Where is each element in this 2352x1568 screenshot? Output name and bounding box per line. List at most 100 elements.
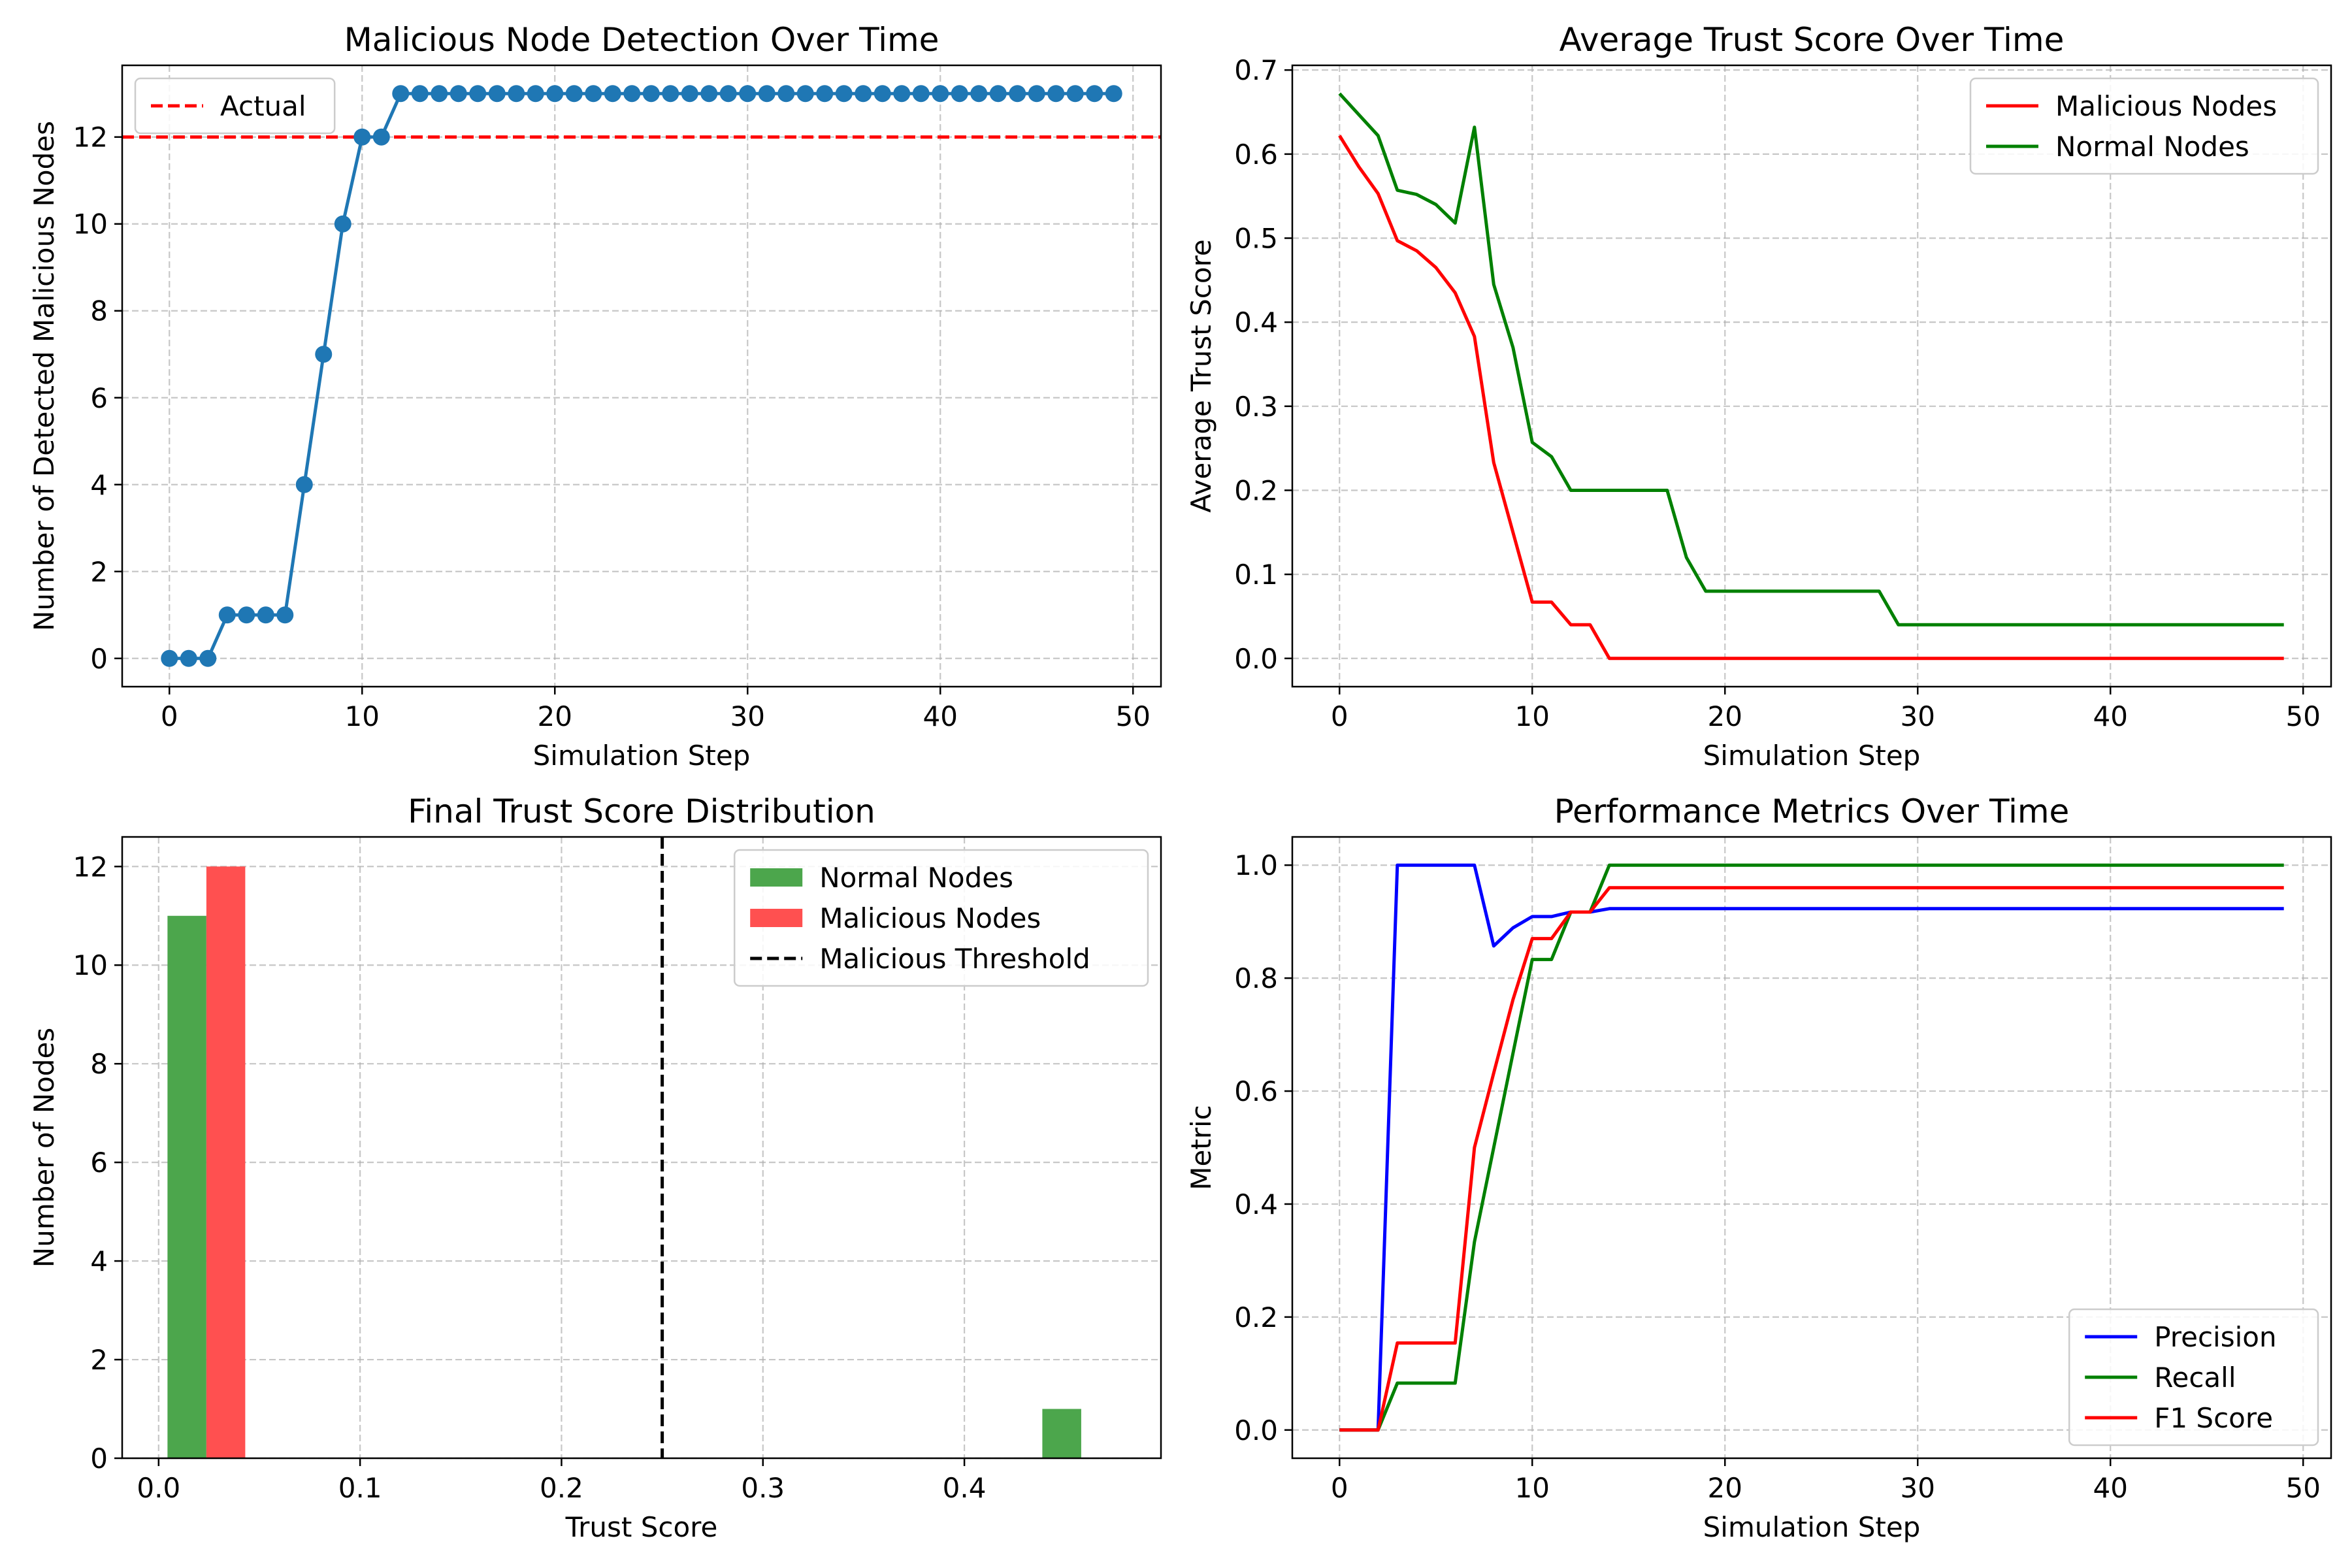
- legend-label: Recall: [2154, 1362, 2236, 1394]
- bar-normal-nodes: [1042, 1409, 1081, 1458]
- data-point: [796, 85, 814, 103]
- data-point: [199, 649, 217, 667]
- legend: Precision Recall F1 Score: [2068, 1308, 2319, 1446]
- chart-title: Final Trust Score Distribution: [408, 792, 875, 830]
- axes-frame: [1291, 836, 2332, 1460]
- data-point: [1028, 85, 1045, 103]
- y-axis-label: Average Trust Score: [1185, 239, 1217, 513]
- x-tick-label: 20: [1708, 1472, 1742, 1504]
- legend-box: [1969, 77, 2319, 175]
- data-point: [951, 85, 968, 103]
- x-tick-label: 0.0: [137, 1472, 180, 1504]
- data-point: [546, 85, 564, 103]
- legend-swatch: [750, 868, 803, 887]
- legend-label: Normal Nodes: [2055, 131, 2249, 163]
- y-tick-label: 0: [90, 1443, 108, 1475]
- data-point: [585, 85, 602, 103]
- data-point: [700, 85, 718, 103]
- x-tick-label: 20: [538, 700, 572, 732]
- y-tick-label: 0.3: [1234, 391, 1278, 423]
- data-point: [1009, 85, 1026, 103]
- y-tick-label: 0.6: [1234, 139, 1278, 171]
- legend-box: [733, 849, 1149, 987]
- data-point: [218, 606, 236, 624]
- x-tick-label: 50: [2285, 700, 2320, 732]
- y-axis-label: Number of Nodes: [28, 1028, 60, 1267]
- data-point: [276, 606, 294, 624]
- y-tick-label: 0.8: [1234, 962, 1278, 994]
- plot-area: [1338, 92, 2284, 661]
- data-point: [238, 606, 255, 624]
- data-point: [777, 85, 795, 103]
- y-tick-label: 2: [90, 1344, 108, 1376]
- axes-frame: [121, 836, 1162, 1460]
- x-tick-label: 40: [2093, 700, 2128, 732]
- legend: Normal Nodes Malicious Nodes Malicious Thr…: [733, 849, 1149, 987]
- data-point: [488, 85, 506, 103]
- data-point: [334, 215, 351, 233]
- y-axis-label: Number of Detected Malicious Nodes: [28, 121, 60, 631]
- x-axis-label: Simulation Step: [533, 740, 751, 772]
- legend-label: Normal Nodes: [819, 862, 1013, 894]
- legend-label: Malicious Nodes: [2055, 90, 2277, 122]
- data-point: [180, 649, 197, 667]
- plot-area: [1339, 863, 2284, 1432]
- x-axis-label: Trust Score: [565, 1511, 718, 1543]
- x-tick-label: 40: [2093, 1472, 2128, 1504]
- chart-3: 0.0 0.1 0.2 0.3 0.4 0 2 4 6 8 10 12 Final Trust Scor…: [28, 792, 1162, 1543]
- data-point: [893, 85, 911, 103]
- y-tick-label: 0.4: [1234, 306, 1278, 338]
- chart-2: 0 10 20 30 40 50 0.0 0.1 0.2 0.3 0.4 0.5 0.6 0.7 Avera…: [1185, 21, 2332, 772]
- data-point: [662, 85, 679, 103]
- x-tick-label: 0.1: [338, 1472, 382, 1504]
- chart-title: Average Trust Score Over Time: [1560, 21, 2065, 59]
- data-point: [315, 346, 333, 363]
- x-tick-label: 10: [1515, 1472, 1550, 1504]
- legend-box: [2068, 1308, 2319, 1446]
- data-point: [1086, 85, 1103, 103]
- data-point: [912, 85, 930, 103]
- data-point: [161, 649, 178, 667]
- bar-malicious-nodes: [206, 866, 246, 1458]
- data-point: [719, 85, 737, 103]
- x-tick-label: 30: [1901, 1472, 1935, 1504]
- series-line-normal-nodes: [1338, 92, 2284, 627]
- x-tick-label: 0: [1331, 700, 1348, 732]
- legend-label: Actual: [220, 90, 306, 122]
- data-point: [1047, 85, 1065, 103]
- y-tick-label: 10: [73, 208, 108, 240]
- data-point: [874, 85, 891, 103]
- legend: Actual: [134, 77, 336, 135]
- y-tick-label: 12: [73, 851, 108, 883]
- y-tick-label: 0.4: [1234, 1188, 1278, 1220]
- x-tick-label: 0.2: [540, 1472, 583, 1504]
- y-tick-label: 0.1: [1234, 559, 1278, 591]
- data-point: [565, 85, 583, 103]
- y-tick-label: 1.0: [1234, 849, 1278, 881]
- data-point: [353, 128, 371, 146]
- y-tick-label: 0.0: [1234, 1414, 1278, 1446]
- x-tick-label: 10: [1515, 700, 1550, 732]
- chart-1: 0 10 20 30 40 50 0 2 4 6 8 10 12 Malicious Node Detec…: [28, 21, 1162, 772]
- x-tick-label: 30: [730, 700, 765, 732]
- data-point: [758, 85, 776, 103]
- chart-title: Malicious Node Detection Over Time: [344, 21, 939, 59]
- axes-frame: [121, 64, 1162, 688]
- data-point: [739, 85, 757, 103]
- legend-label: F1 Score: [2154, 1402, 2273, 1434]
- x-tick-label: 30: [1901, 700, 1935, 732]
- x-tick-label: 50: [1115, 700, 1150, 732]
- x-axis-label: Simulation Step: [1703, 1511, 1921, 1543]
- data-point: [816, 85, 834, 103]
- data-point: [469, 85, 487, 103]
- legend: Malicious Nodes Normal Nodes: [1969, 77, 2319, 175]
- data-point: [835, 85, 853, 103]
- y-tick-label: 0.7: [1234, 54, 1278, 86]
- data-point: [431, 85, 448, 103]
- data-point: [295, 476, 313, 493]
- x-tick-label: 10: [345, 700, 380, 732]
- data-point: [508, 85, 525, 103]
- data-point: [855, 85, 872, 103]
